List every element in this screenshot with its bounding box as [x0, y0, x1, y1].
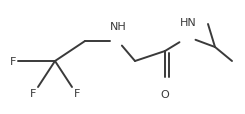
Text: NH: NH — [110, 22, 126, 32]
Text: O: O — [161, 89, 169, 99]
Text: F: F — [10, 57, 16, 66]
Text: F: F — [74, 88, 80, 98]
Text: HN: HN — [180, 18, 196, 28]
Text: F: F — [30, 88, 36, 98]
